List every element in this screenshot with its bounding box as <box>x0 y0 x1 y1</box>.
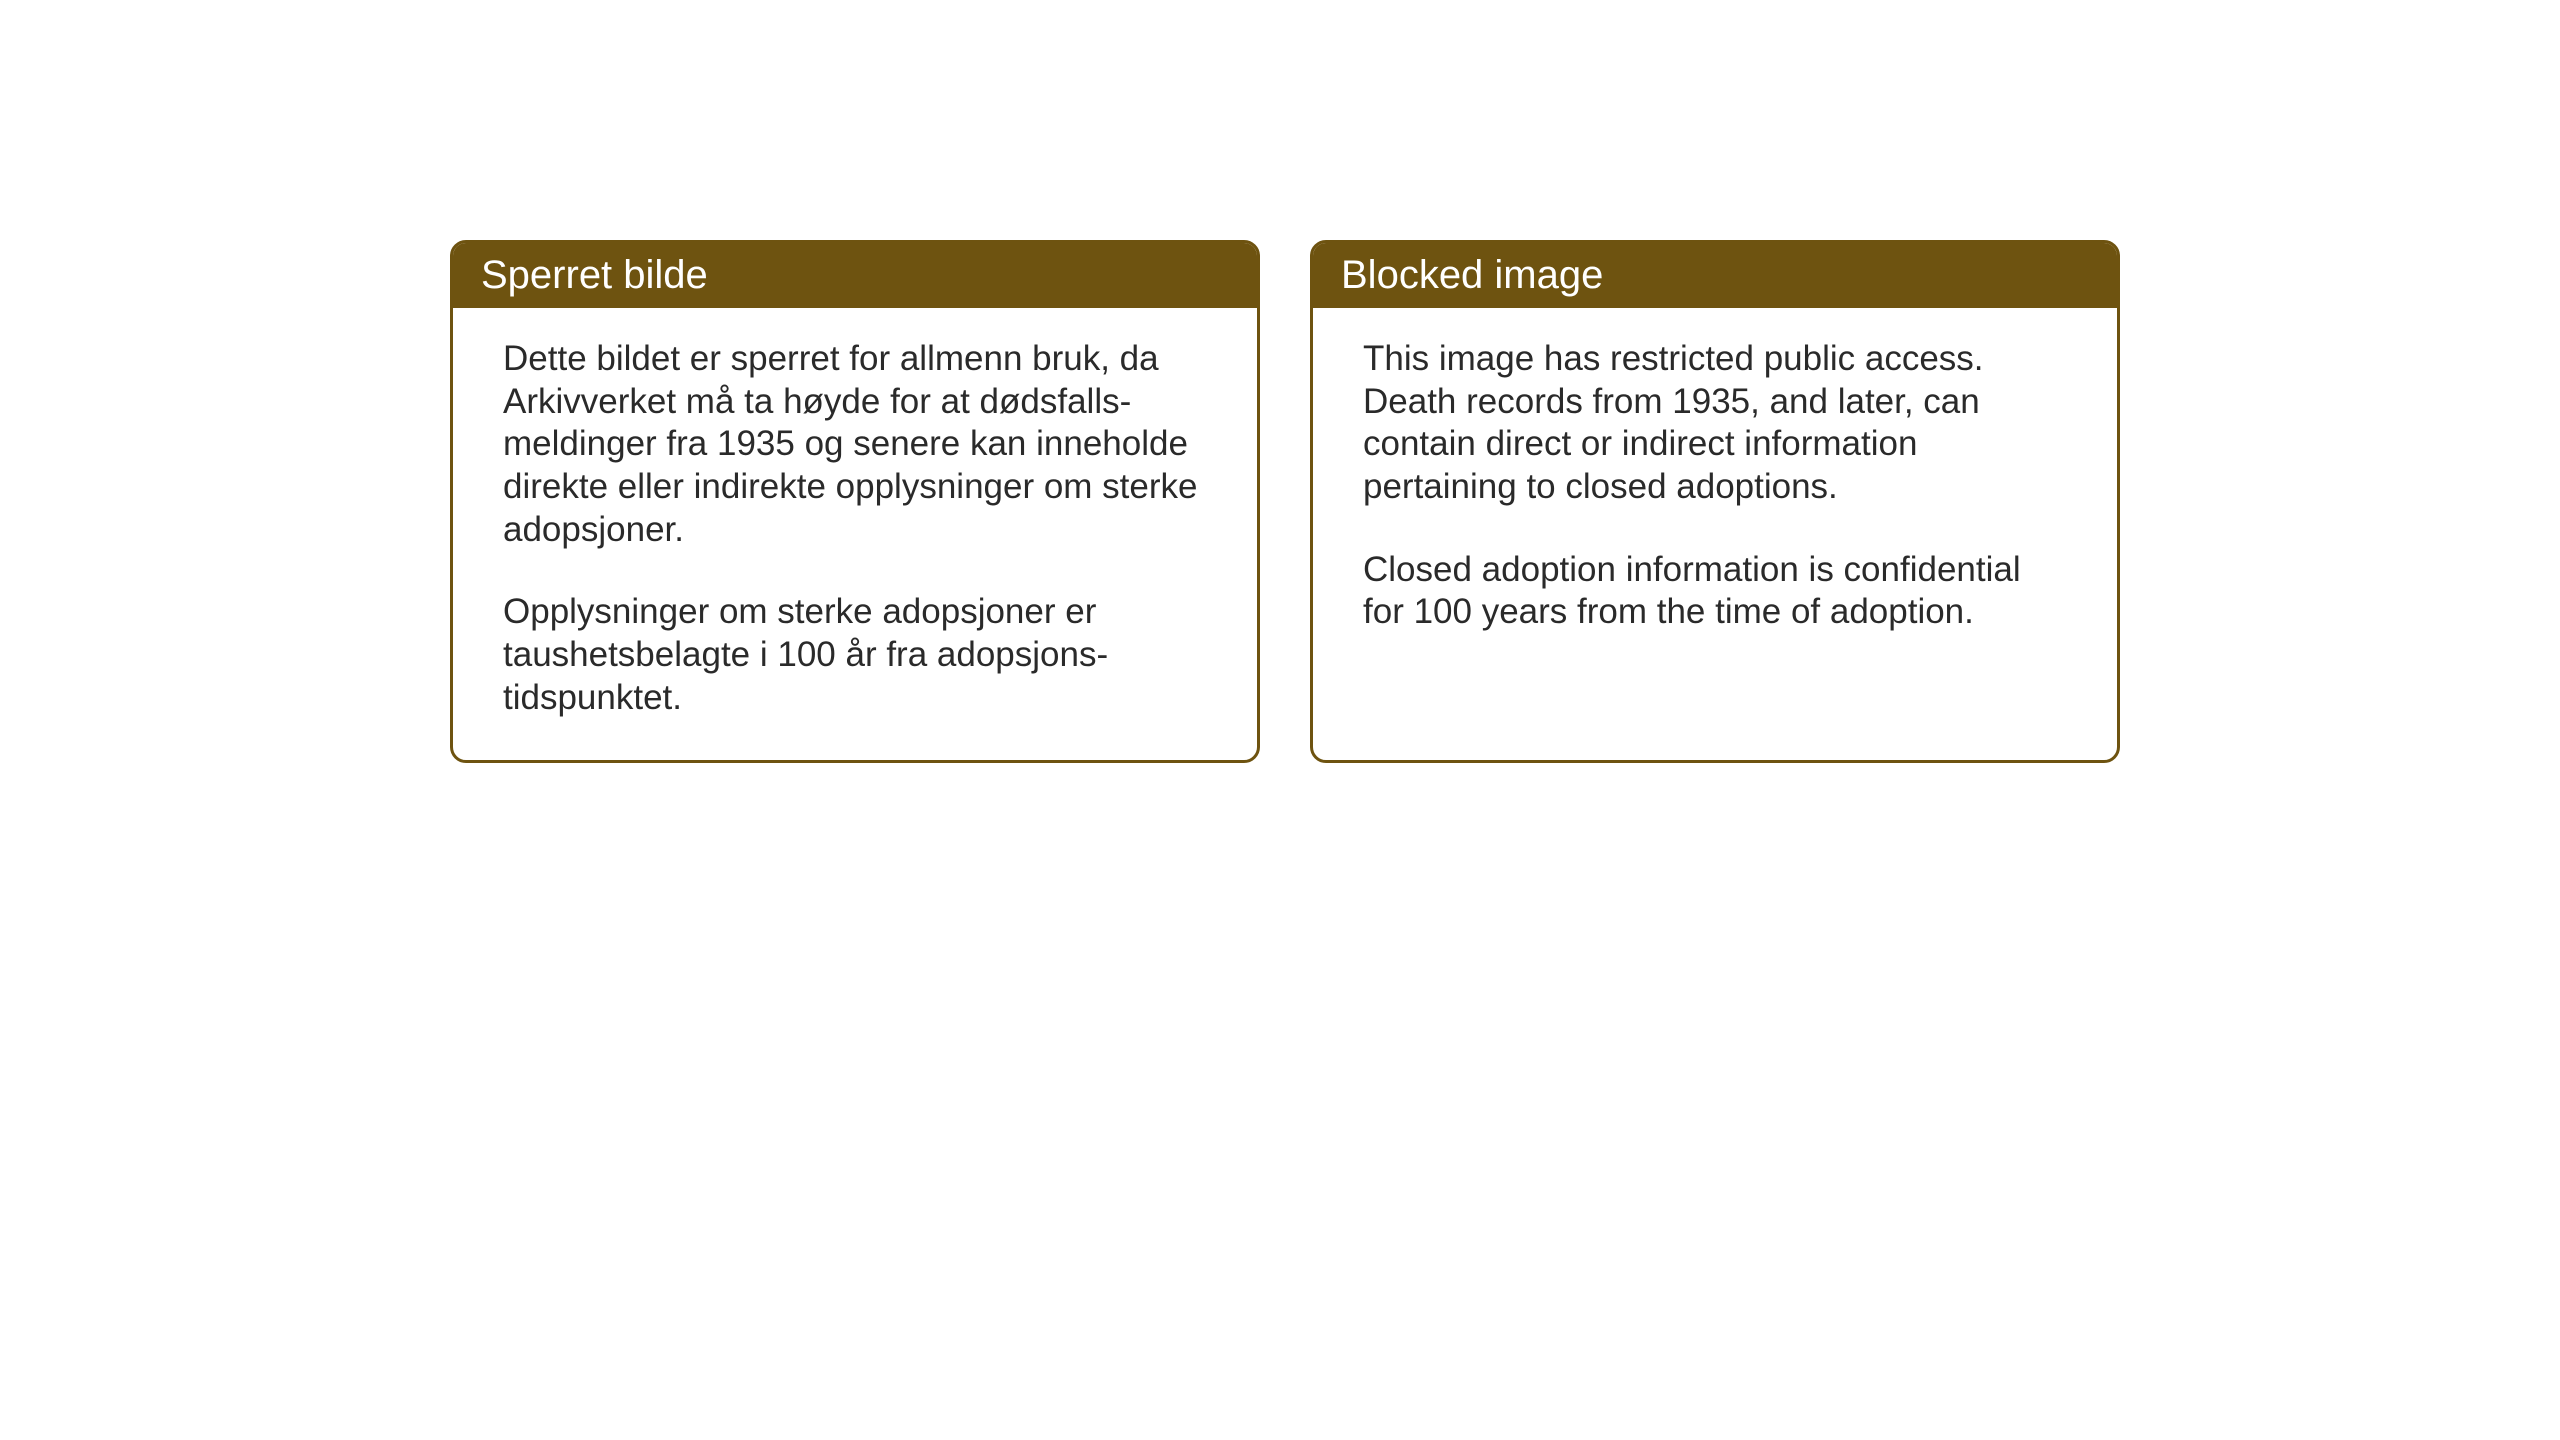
card-paragraph1-norwegian: Dette bildet er sperret for allmenn bruk… <box>503 338 1207 551</box>
notice-card-norwegian: Sperret bilde Dette bildet er sperret fo… <box>450 240 1260 763</box>
card-body-norwegian: Dette bildet er sperret for allmenn bruk… <box>453 308 1257 760</box>
card-header-english: Blocked image <box>1313 243 2117 308</box>
notice-cards-container: Sperret bilde Dette bildet er sperret fo… <box>450 240 2120 763</box>
notice-card-english: Blocked image This image has restricted … <box>1310 240 2120 763</box>
card-header-norwegian: Sperret bilde <box>453 243 1257 308</box>
card-paragraph1-english: This image has restricted public access.… <box>1363 338 2067 509</box>
card-title-english: Blocked image <box>1341 253 1603 297</box>
card-title-norwegian: Sperret bilde <box>481 253 708 297</box>
card-paragraph2-norwegian: Opplysninger om sterke adopsjoner er tau… <box>503 591 1207 719</box>
card-paragraph2-english: Closed adoption information is confident… <box>1363 549 2067 634</box>
card-body-english: This image has restricted public access.… <box>1313 308 2117 674</box>
